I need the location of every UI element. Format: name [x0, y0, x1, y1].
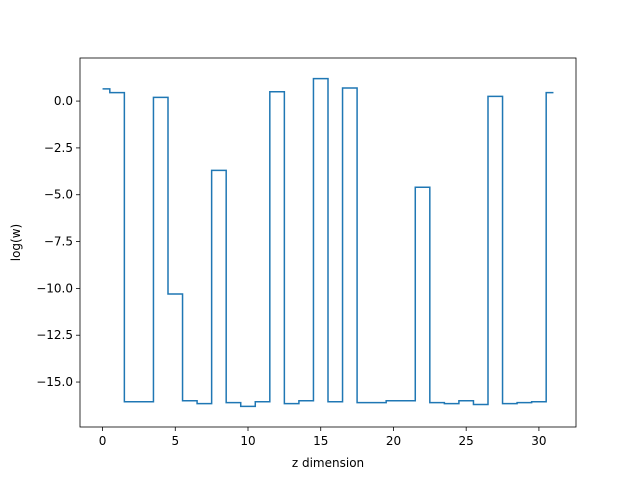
- y-tick-label: −15.0: [36, 375, 73, 389]
- x-axis-label: z dimension: [292, 456, 364, 470]
- data-point: [435, 401, 439, 405]
- y-tick-label: −5.0: [44, 188, 73, 202]
- data-point: [261, 400, 265, 404]
- plot-layer: [101, 77, 555, 408]
- axes-frame: [79, 57, 577, 428]
- x-axis: 0 5 10 15 20 25 30: [99, 427, 547, 448]
- data-point: [290, 402, 294, 406]
- data-point: [391, 399, 395, 403]
- y-tick-label: −7.5: [44, 235, 73, 249]
- data-point: [130, 400, 134, 404]
- data-point: [115, 91, 119, 95]
- data-point: [101, 87, 105, 91]
- x-tick-label: 30: [531, 434, 546, 448]
- data-point: [246, 404, 250, 408]
- x-tick-label: 15: [313, 434, 328, 448]
- data-point: [188, 399, 192, 403]
- x-tick-label: 25: [459, 434, 474, 448]
- data-point: [362, 401, 366, 405]
- y-tick-label: 0.0: [54, 94, 73, 108]
- data-point: [275, 90, 279, 94]
- data-point: [421, 185, 425, 189]
- y-axis: 0.0 −2.5 −5.0 −7.5 −10.0 −12.5 −15.0: [36, 94, 80, 389]
- y-tick-label: −12.5: [36, 328, 73, 342]
- data-point: [450, 402, 454, 406]
- data-point: [202, 402, 206, 406]
- data-point: [522, 401, 526, 405]
- data-point: [493, 94, 497, 98]
- data-point: [508, 402, 512, 406]
- y-axis-label: log(w): [9, 224, 23, 261]
- x-tick-label: 5: [171, 434, 179, 448]
- data-point: [217, 168, 221, 172]
- x-tick-label: 20: [386, 434, 401, 448]
- data-point: [231, 401, 235, 405]
- series-line: [102, 77, 554, 408]
- data-point: [551, 91, 555, 95]
- data-point: [319, 77, 323, 81]
- data-point: [144, 400, 148, 404]
- data-point: [173, 292, 177, 296]
- data-point: [159, 95, 163, 99]
- data-point: [464, 399, 468, 403]
- data-point: [333, 400, 337, 404]
- x-tick-label: 0: [99, 434, 107, 448]
- y-tick-label: −10.0: [36, 281, 73, 295]
- data-point: [406, 399, 410, 403]
- y-tick-label: −2.5: [44, 141, 73, 155]
- data-point: [537, 400, 541, 404]
- data-point: [377, 401, 381, 405]
- x-tick-label: 10: [240, 434, 255, 448]
- data-point: [304, 399, 308, 403]
- data-point: [479, 403, 483, 407]
- data-point: [348, 86, 352, 90]
